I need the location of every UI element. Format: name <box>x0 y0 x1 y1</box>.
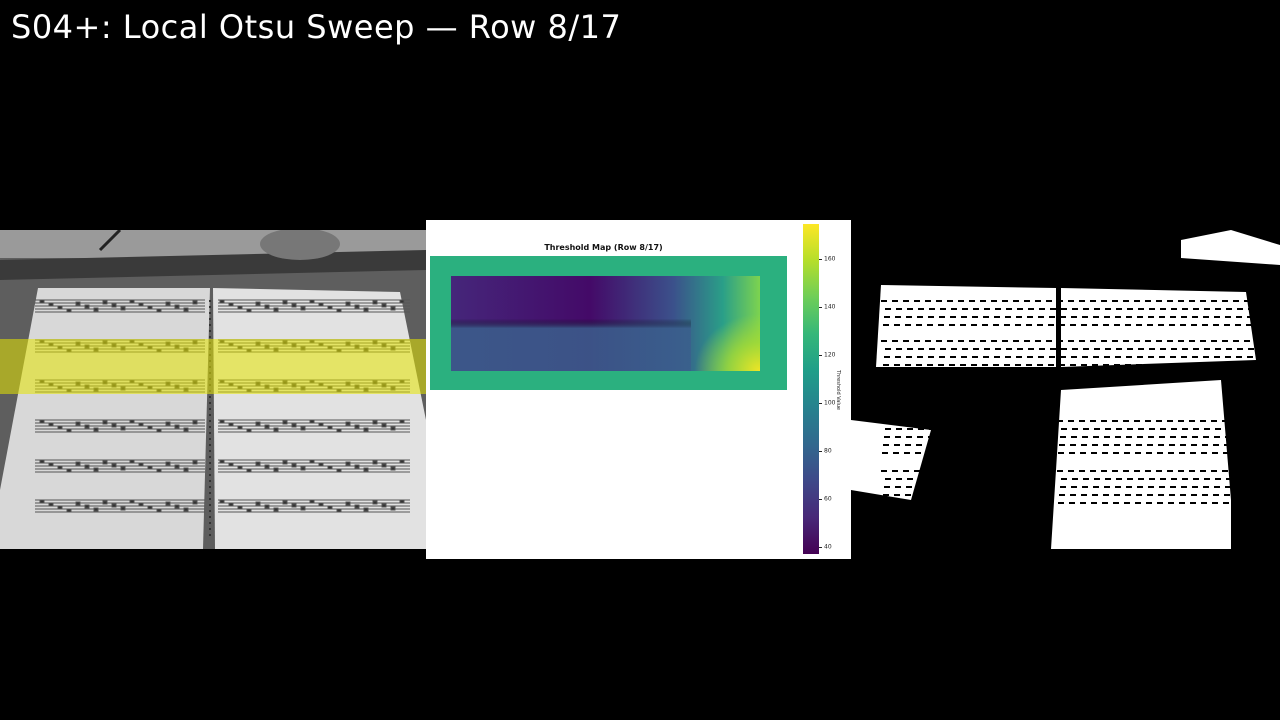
colorbar-tick-mark <box>819 259 822 260</box>
binary-output-panel <box>851 230 1280 549</box>
colorbar-tick-mark <box>819 307 822 308</box>
colorbar-tick-mark <box>819 451 822 452</box>
colorbar-tick-mark <box>819 355 822 356</box>
threshold-map-panel: Threshold Map (Row 8/17) <box>426 220 851 559</box>
sheet-music-photo <box>0 230 426 549</box>
colorbar-tick: 40 <box>824 543 832 551</box>
current-row-highlight <box>0 339 426 394</box>
colorbar-tick: 120 <box>824 351 836 359</box>
colorbar-tick-mark <box>819 547 822 548</box>
colorbar-tick: 160 <box>824 255 836 263</box>
page-title: S04+: Local Otsu Sweep — Row 8/17 <box>11 8 622 46</box>
colorbar-tick-mark <box>819 499 822 500</box>
threshold-heatmap <box>451 276 760 371</box>
threshold-map-title: Threshold Map (Row 8/17) <box>544 243 663 252</box>
colorbar-label: Threshold Value <box>835 370 841 410</box>
binarized-image <box>851 230 1280 549</box>
original-image-panel <box>0 230 426 549</box>
colorbar-tick: 100 <box>824 399 836 407</box>
threshold-map-frame <box>430 256 787 390</box>
colorbar-tick-mark <box>819 403 822 404</box>
colorbar <box>803 224 819 554</box>
colorbar-tick: 140 <box>824 303 836 311</box>
colorbar-tick: 60 <box>824 495 832 503</box>
colorbar-tick: 80 <box>824 447 832 455</box>
